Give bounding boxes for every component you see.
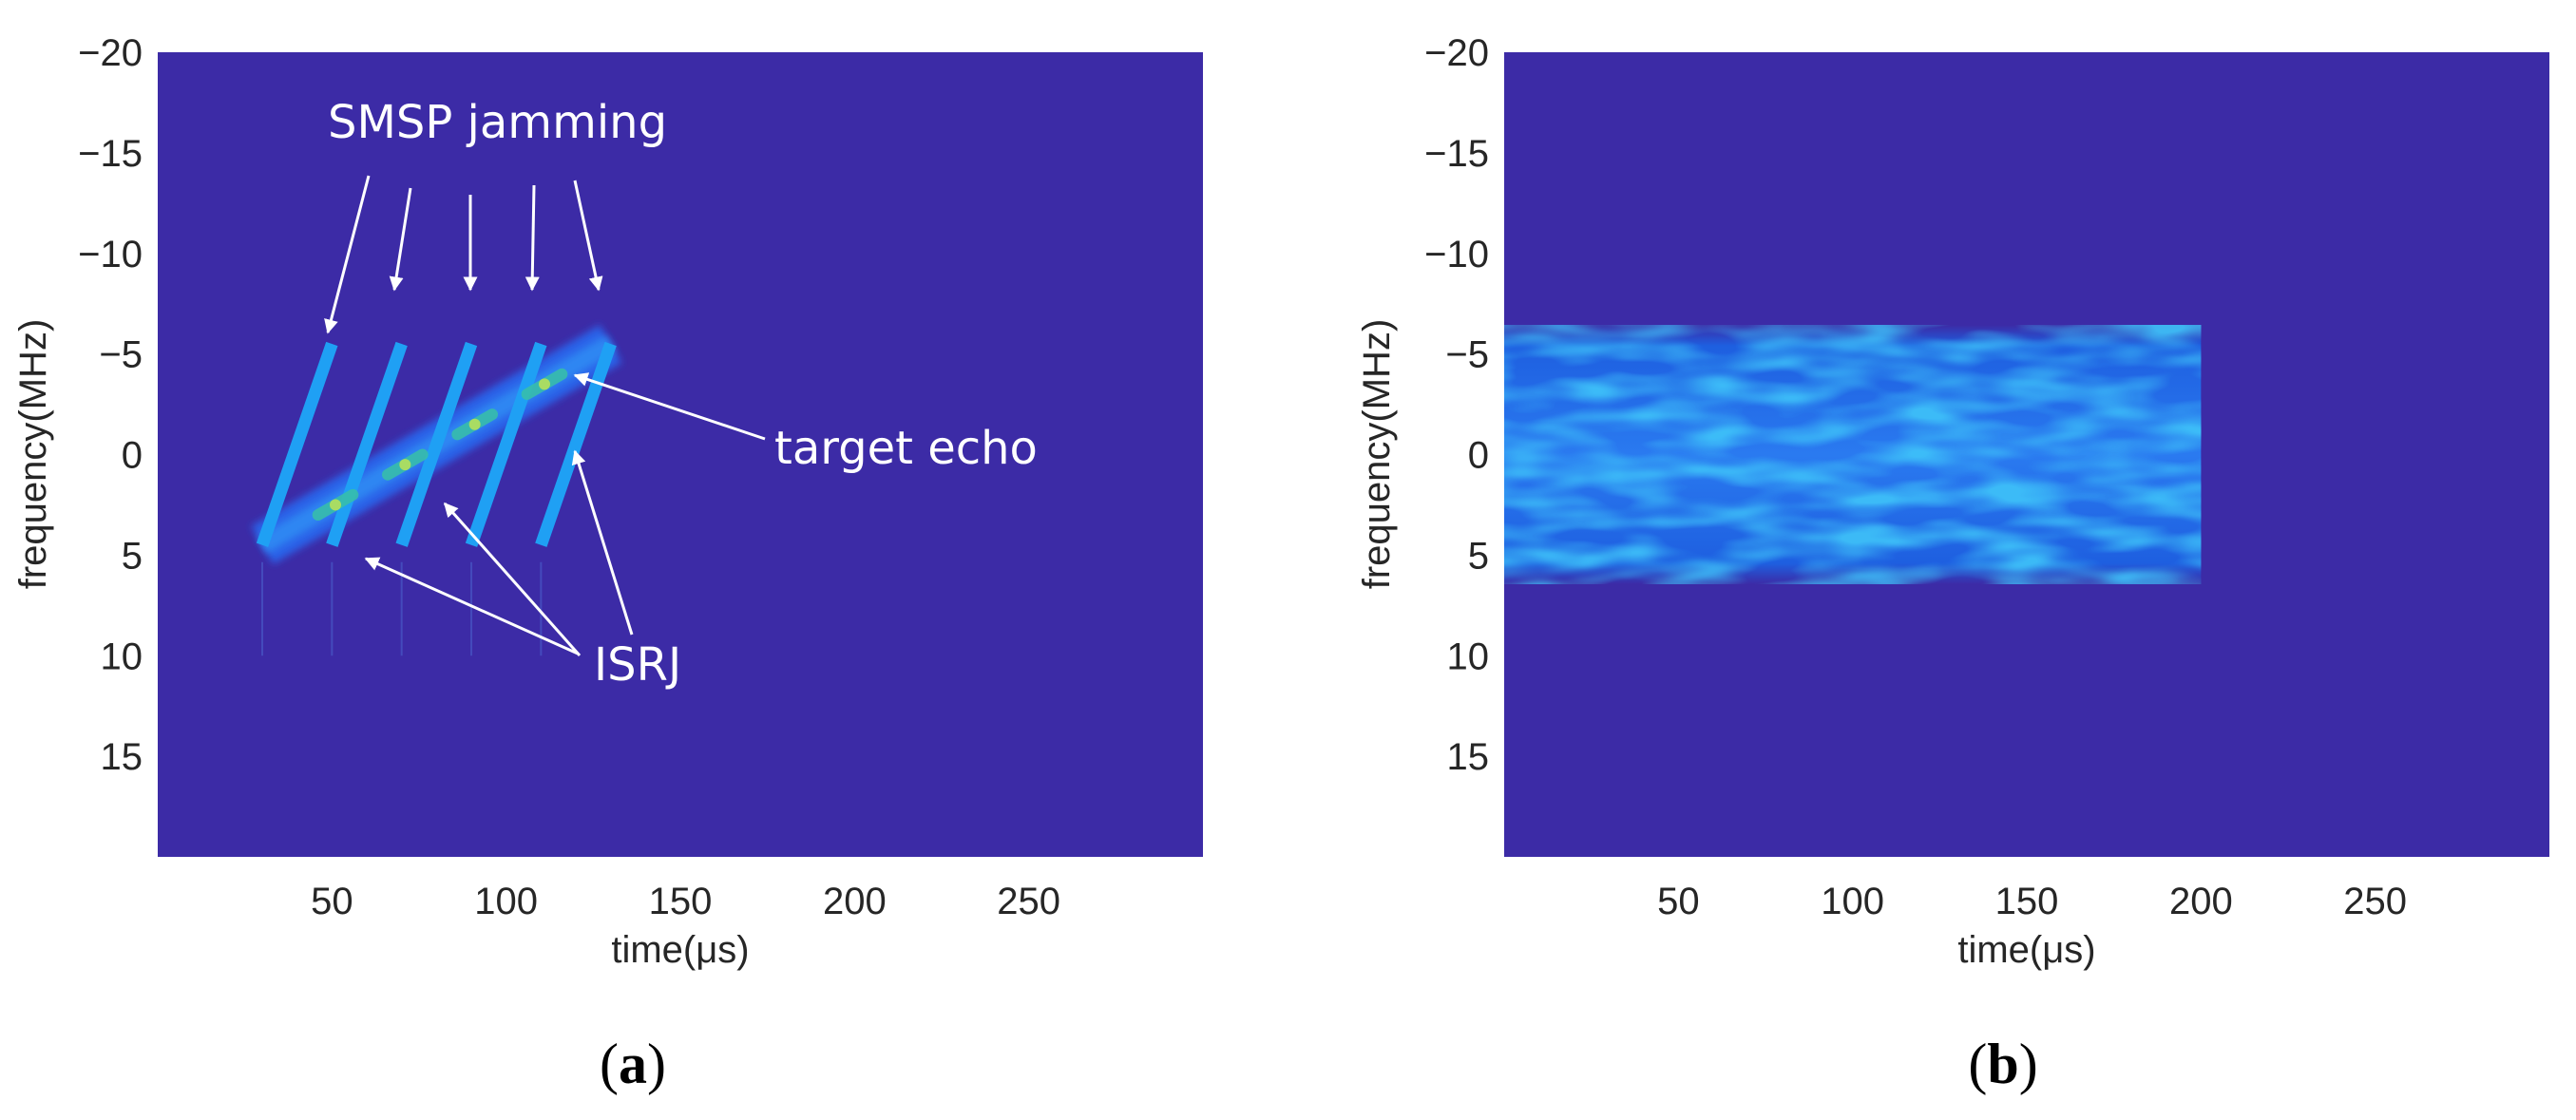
annotation-target-echo: target echo — [774, 422, 1038, 475]
annotation-arrows — [324, 175, 766, 656]
y-tick-labels-b: −20 −15 −10 −5 0 5 10 15 — [1424, 32, 1489, 778]
smsp-segment-4 — [465, 341, 547, 547]
y-tick-label: −15 — [1424, 133, 1489, 175]
noise-band — [1504, 325, 2202, 584]
panel-label-b: (b) — [1968, 1033, 2037, 1095]
y-tick-label: 15 — [101, 736, 143, 778]
isrj-hotspot-4 — [539, 378, 550, 390]
x-axis-label-a: time(μs) — [611, 929, 749, 971]
annotation-arrow-8 — [443, 502, 582, 656]
x-axis-label-b: time(μs) — [1957, 929, 2095, 971]
y-axis-label-b: frequency(MHz) — [1356, 319, 1398, 590]
annotation-arrow-4 — [525, 184, 540, 292]
y-tick-label: −5 — [1445, 334, 1489, 376]
x-tick-label: 200 — [2169, 881, 2233, 922]
y-tick-label: −10 — [78, 234, 143, 275]
x-tick-label: 250 — [2343, 881, 2407, 922]
isrj-hotspot-1 — [330, 499, 341, 511]
x-tick-label: 50 — [1657, 881, 1700, 922]
y-tick-label: −5 — [99, 334, 143, 376]
x-tick-label: 100 — [474, 881, 538, 922]
noise-band-texture — [1504, 325, 2202, 584]
x-tick-labels-a: 50 100 150 200 250 — [311, 881, 1060, 922]
x-tick-label: 50 — [311, 881, 353, 922]
annotation-isrj: ISRJ — [594, 638, 681, 692]
x-tick-label: 250 — [997, 881, 1060, 922]
annotation-arrow-6 — [573, 372, 766, 441]
smsp-segment-5 — [535, 341, 617, 547]
y-tick-label: 5 — [1468, 535, 1489, 577]
y-tick-label: −15 — [78, 133, 143, 175]
panel-a: SMSP jamming target echo ISRJ −20−15−10−… — [12, 32, 1203, 1095]
annotation-arrow-2 — [389, 187, 412, 292]
y-tick-label: −20 — [1424, 32, 1489, 74]
x-tick-labels-b: 50 100 150 200 250 — [1657, 881, 2407, 922]
smsp-jamming-traces — [256, 341, 617, 656]
y-tick-label: −20 — [78, 32, 143, 74]
y-tick-labels-a: −20 −15 −10 −5 0 5 10 15 — [78, 32, 143, 778]
x-tick-label: 100 — [1821, 881, 1884, 922]
y-tick-label: 15 — [1447, 736, 1490, 778]
annotation-arrow-7 — [364, 557, 579, 655]
smsp-segment-1 — [256, 341, 338, 547]
isrj-hotspot-3 — [468, 418, 481, 430]
x-tick-label: 150 — [1995, 881, 2059, 922]
isrj-traces — [312, 368, 568, 522]
annotation-arrow-1 — [324, 175, 371, 334]
y-tick-label: −10 — [1424, 234, 1489, 275]
plot-area-a — [158, 52, 1203, 857]
y-tick-label: 5 — [122, 535, 143, 577]
annotation-arrow-9 — [571, 449, 634, 636]
panel-label-a: (a) — [600, 1033, 666, 1095]
y-tick-label: 10 — [1447, 636, 1490, 677]
y-tick-label: 0 — [1468, 435, 1489, 477]
isrj-hotspot-2 — [399, 459, 411, 471]
x-tick-label: 150 — [649, 881, 713, 922]
panel-b: −20 −15 −10 −5 0 5 10 15 50 100 150 200 250 frequen… — [1356, 32, 2549, 1095]
annotation-arrow-5 — [573, 180, 603, 292]
x-tick-label: 200 — [823, 881, 887, 922]
smsp-segment-3 — [395, 341, 478, 547]
smsp-segment-2 — [326, 341, 408, 547]
annotation-smsp-jamming: SMSP jamming — [328, 96, 667, 149]
y-tick-label: 10 — [101, 636, 143, 677]
y-tick-label: 0 — [122, 435, 143, 477]
y-axis-label-a: frequency(MHz) — [12, 319, 54, 590]
